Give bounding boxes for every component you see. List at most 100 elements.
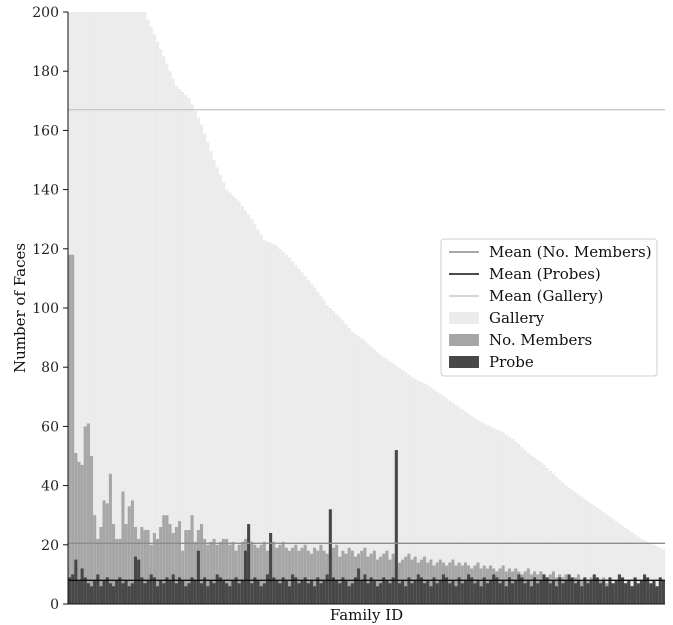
gallery-bar (542, 464, 546, 604)
y-tick-label: 20 (41, 538, 59, 554)
gallery-bar (467, 413, 471, 604)
gallery-bar (555, 476, 559, 604)
gallery-bar (558, 479, 562, 604)
probe-bar (218, 577, 222, 604)
members-bar (115, 538, 119, 604)
gallery-bar (661, 549, 665, 604)
probe-bar (388, 583, 392, 604)
probe-bar (184, 586, 188, 604)
gallery-bar (397, 367, 401, 604)
gallery-bar (209, 151, 213, 604)
members-bar (272, 541, 276, 604)
probe-bar (404, 586, 408, 604)
gallery-bar (363, 340, 367, 604)
gallery-bar (300, 272, 304, 604)
members-bar (385, 550, 389, 604)
gallery-bar (265, 241, 270, 604)
probe-bar (485, 583, 489, 604)
members-bar (309, 553, 314, 604)
probe-bar (174, 583, 178, 604)
gallery-bar (643, 540, 647, 604)
probe-bar (561, 583, 565, 604)
gallery-bar (529, 455, 533, 604)
gallery-bar (171, 78, 175, 605)
probe-bar (275, 580, 279, 604)
gallery-bar (649, 543, 653, 604)
members-bar (284, 547, 288, 604)
probe-bar (190, 577, 194, 604)
probe-bar (247, 524, 251, 604)
members-bar (168, 524, 172, 604)
probe-bar (231, 580, 235, 604)
probe-bar (489, 580, 493, 604)
y-tick-label: 140 (32, 183, 59, 199)
probe-bar (394, 450, 398, 604)
probe-bar (159, 580, 163, 604)
gallery-bar (146, 19, 150, 604)
probe-bar (460, 583, 464, 604)
probe-bar (237, 583, 241, 604)
probe-bar (316, 577, 320, 604)
probe-bar (558, 577, 562, 604)
legend-entry-label: Mean (Gallery) (489, 287, 603, 305)
probe-bar (605, 586, 609, 604)
gallery-bar (636, 536, 640, 604)
members-bar (228, 544, 232, 604)
probe-bar (586, 583, 590, 604)
probe-bar (382, 577, 386, 604)
gallery-bar (118, 12, 122, 604)
probe-bar (74, 559, 78, 604)
probe-bar (401, 580, 405, 604)
probe-bar (357, 568, 361, 604)
gallery-bar (350, 331, 354, 604)
gallery-bar (250, 219, 254, 604)
probe-bar (269, 532, 273, 604)
probe-bar (555, 586, 559, 604)
members-bar (375, 559, 380, 604)
gallery-bar (564, 485, 568, 604)
gallery-bar (253, 224, 257, 604)
gallery-bar (646, 541, 650, 604)
gallery-bar (476, 420, 480, 604)
gallery-bar (501, 432, 505, 604)
probe-bar (539, 580, 543, 604)
probe-bar (259, 586, 263, 604)
members-bar (218, 541, 222, 604)
gallery-bar (441, 396, 445, 604)
probe-bar (306, 583, 310, 604)
probe-bar (300, 580, 304, 604)
probe-bar (441, 574, 445, 604)
gallery-bar (570, 490, 574, 604)
gallery-bar (130, 12, 134, 604)
gallery-bar (306, 279, 310, 604)
gallery-bar (77, 12, 81, 604)
members-bar (429, 559, 433, 604)
probe-bar (221, 580, 226, 604)
legend-patch-swatch (449, 312, 479, 324)
probe-bar (272, 577, 276, 604)
probe-bar (435, 583, 439, 604)
probe-bar (262, 583, 266, 604)
probe-bar (397, 583, 401, 604)
probe-bar (655, 586, 659, 604)
probe-bar (592, 574, 596, 604)
gallery-bar (115, 12, 119, 604)
probe-bar (577, 580, 581, 604)
gallery-bar (548, 470, 552, 604)
y-tick-label: 200 (32, 5, 59, 21)
probe-bar (514, 580, 518, 604)
gallery-bar (630, 532, 634, 604)
gallery-bar (539, 461, 543, 604)
probe-bar (89, 586, 94, 604)
members-bar (209, 541, 213, 604)
gallery-bar (237, 201, 241, 604)
gallery-bar (602, 512, 606, 604)
probe-bar (193, 580, 197, 604)
gallery-bar (294, 265, 298, 604)
probe-bar (536, 583, 540, 604)
members-bar (388, 559, 392, 604)
gallery-bar (309, 283, 314, 604)
members-bar (93, 515, 97, 604)
gallery-bar (498, 430, 502, 604)
legend-entry-label: Gallery (489, 309, 545, 327)
